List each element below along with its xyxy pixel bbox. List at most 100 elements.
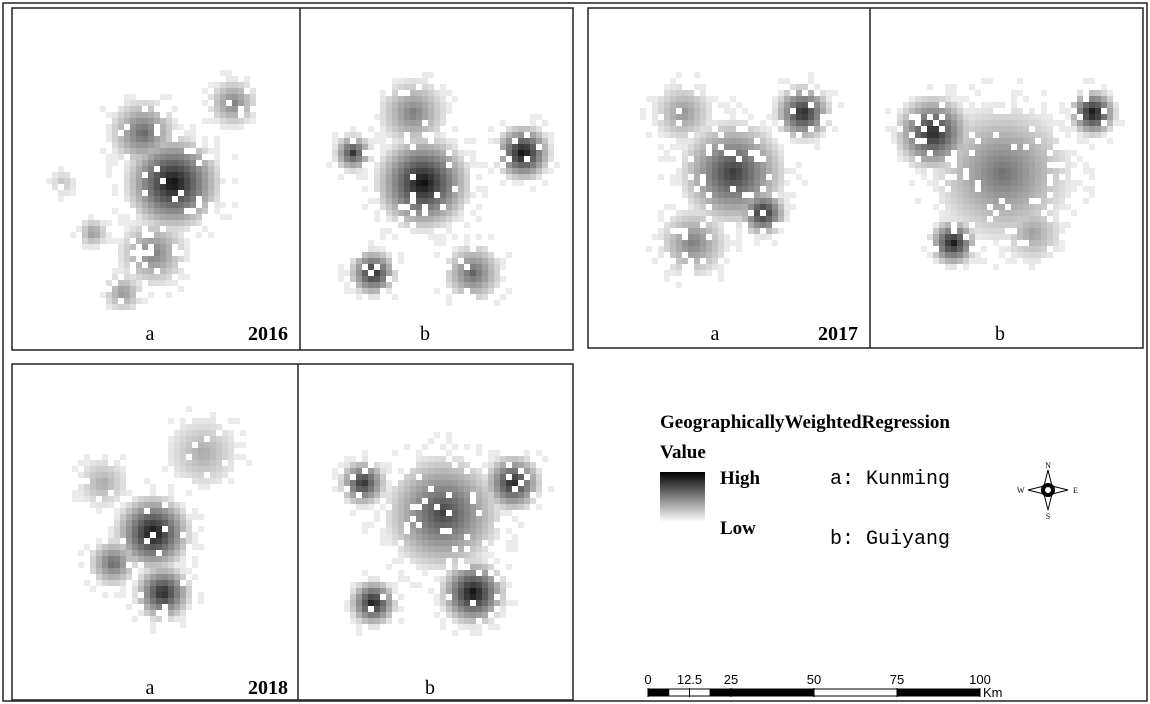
map-cell (90, 466, 96, 472)
map-cell (386, 102, 392, 108)
map-cell (963, 96, 969, 102)
map-cell (144, 532, 150, 538)
map-cell (772, 144, 778, 150)
map-cell (416, 108, 422, 114)
map-cell (458, 186, 464, 192)
map-cell (106, 154, 112, 160)
label: a (711, 323, 720, 345)
map-cell (458, 180, 464, 186)
map-cell (440, 498, 446, 504)
map-cell (440, 516, 446, 522)
map-cell (452, 540, 458, 546)
map-cell (682, 150, 688, 156)
map-cell (464, 174, 470, 180)
map-cell (112, 208, 118, 214)
map-cell (754, 132, 760, 138)
map-cell (963, 132, 969, 138)
map-cell (903, 120, 909, 126)
map-cell (838, 102, 844, 108)
map-cell (1071, 210, 1077, 216)
map-cell (356, 282, 362, 288)
map-cell (530, 468, 536, 474)
map-cell (464, 600, 470, 606)
map-cell (736, 132, 742, 138)
map-cell (652, 120, 658, 126)
map-cell (82, 232, 88, 238)
map-cell (939, 168, 945, 174)
map-cell (664, 156, 670, 162)
map-cell (434, 468, 440, 474)
map-cell (404, 186, 410, 192)
map-cell (144, 598, 150, 604)
map-cell (452, 570, 458, 576)
map-cell (790, 204, 796, 210)
map-cell (897, 108, 903, 114)
map-cell (1029, 264, 1035, 270)
map-cell (464, 516, 470, 522)
map-cell (1023, 96, 1029, 102)
map-cell (500, 486, 506, 492)
map-cell (802, 120, 808, 126)
map-cell (172, 154, 178, 160)
map-cell (909, 102, 915, 108)
map-cell (482, 462, 488, 468)
map-cell (154, 250, 160, 256)
map-cell (969, 168, 975, 174)
map-cell (1077, 102, 1083, 108)
map-cell (1077, 120, 1083, 126)
map-cell (1023, 174, 1029, 180)
map-cell (470, 480, 476, 486)
map-cell (118, 112, 124, 118)
map-cell (500, 606, 506, 612)
map-cell (202, 142, 208, 148)
map-cell (398, 156, 404, 162)
map-cell (1089, 192, 1095, 198)
map-cell (488, 276, 494, 282)
map-cell (198, 436, 204, 442)
map-cell (730, 192, 736, 198)
map-cell (214, 196, 220, 202)
map-cell (144, 586, 150, 592)
map-cell (814, 132, 820, 138)
map-cell (90, 568, 96, 574)
map-cell (428, 234, 434, 240)
map-cell (700, 240, 706, 246)
map-cell (1065, 168, 1071, 174)
map-cell (927, 156, 933, 162)
map-cell (126, 514, 132, 520)
map-cell (488, 282, 494, 288)
map-cell (688, 144, 694, 150)
map-cell (682, 258, 688, 264)
map-cell (1005, 192, 1011, 198)
map-cell (124, 238, 130, 244)
map-cell (464, 138, 470, 144)
map-cell (190, 196, 196, 202)
map-cell (434, 516, 440, 522)
map-cell (422, 162, 428, 168)
map-cell (356, 144, 362, 150)
map-cell (933, 144, 939, 150)
map-cell (338, 462, 344, 468)
map-cell (422, 558, 428, 564)
map-cell (368, 582, 374, 588)
map-cell (975, 162, 981, 168)
map-cell (234, 418, 240, 424)
map-cell (100, 232, 106, 238)
map-cell (126, 556, 132, 562)
map-cell (802, 96, 808, 102)
map-cell (530, 156, 536, 162)
map-cell (670, 222, 676, 228)
map-cell (518, 522, 524, 528)
map-cell (951, 132, 957, 138)
map-cell (981, 168, 987, 174)
map-cell (718, 150, 724, 156)
map-cell (70, 178, 76, 184)
map-cell (166, 274, 172, 280)
map-cell (963, 114, 969, 120)
scale-label: 0 (644, 672, 651, 687)
map-cell (202, 178, 208, 184)
map-cell (1029, 192, 1035, 198)
map-cell (124, 166, 130, 172)
map-cell (1113, 102, 1119, 108)
map-cell (362, 456, 368, 462)
